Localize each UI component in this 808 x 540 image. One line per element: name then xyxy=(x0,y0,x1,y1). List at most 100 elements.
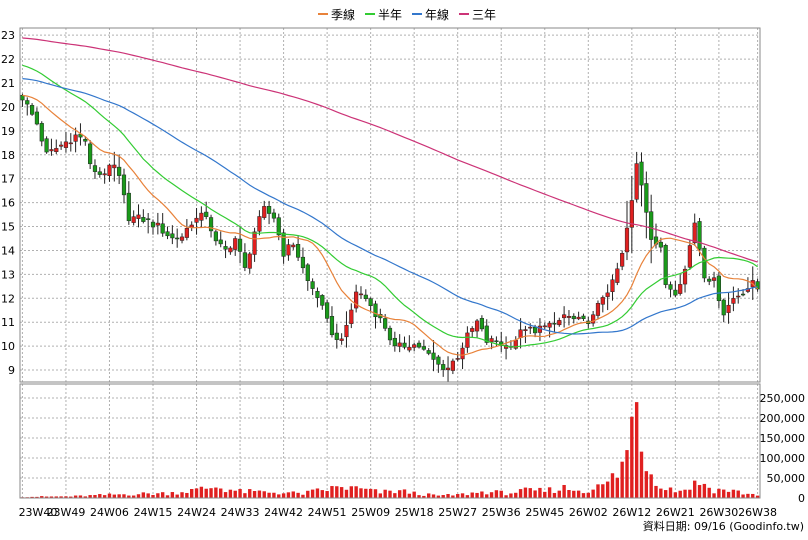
candle-body xyxy=(740,293,746,296)
candle-body xyxy=(731,298,736,304)
candle-body xyxy=(629,200,634,228)
volume-tick-label: 100,000 xyxy=(760,452,806,465)
volume-bar xyxy=(480,491,484,498)
candle-body xyxy=(624,227,630,253)
candle-body xyxy=(445,367,451,371)
candle-body xyxy=(426,350,431,354)
volume-bar xyxy=(751,493,755,498)
candle-body xyxy=(615,268,620,283)
candle-body xyxy=(557,320,562,326)
volume-bar xyxy=(494,490,499,498)
candle-body xyxy=(716,275,721,301)
volume-bar xyxy=(344,489,349,498)
volume-tick-label: 0 xyxy=(798,492,805,505)
candle-body xyxy=(305,264,310,281)
volume-bar xyxy=(427,493,431,498)
candle-body xyxy=(533,327,538,334)
volume-bar xyxy=(407,493,412,498)
candle-body xyxy=(736,295,741,298)
candle-body xyxy=(489,338,494,343)
legend-label: 三年 xyxy=(472,8,496,22)
candlesticks xyxy=(20,93,760,383)
volume-bar xyxy=(562,484,566,498)
volume-bar xyxy=(615,477,620,498)
candle-body xyxy=(334,332,339,340)
candle-body xyxy=(658,241,663,248)
volume-bar xyxy=(576,490,581,498)
volume-bar xyxy=(49,496,54,498)
candle-body xyxy=(300,256,306,269)
volume-bar xyxy=(286,492,291,498)
candle-body xyxy=(431,352,436,360)
candle-body xyxy=(325,302,330,319)
volume-bar xyxy=(523,487,528,498)
volume-bar xyxy=(572,490,576,498)
volume-bar xyxy=(64,496,68,498)
candle-body xyxy=(470,328,475,332)
volume-bar xyxy=(383,489,387,498)
candle-body xyxy=(663,245,668,285)
candle-body xyxy=(141,217,146,222)
volume-axis: 0 50,000 100,000 150,000 200,000 250,000 xyxy=(760,392,806,505)
volume-panel-bg xyxy=(20,384,760,498)
candle-body xyxy=(68,142,73,145)
volume-bar xyxy=(301,494,305,498)
volume-bar xyxy=(73,495,78,498)
volume-bar xyxy=(722,489,726,498)
candle-body xyxy=(600,297,605,305)
volume-bar xyxy=(557,490,561,498)
candle-body xyxy=(25,100,30,105)
candle-body xyxy=(697,221,702,250)
volume-bar xyxy=(35,496,39,498)
volume-bar xyxy=(552,492,557,498)
candle-body xyxy=(208,217,214,232)
candle-body xyxy=(223,246,228,250)
candle-body xyxy=(252,231,257,255)
volume-bar xyxy=(683,489,687,498)
volume-bar xyxy=(320,490,324,498)
x-tick-label: 26W30 xyxy=(699,506,738,519)
volume-bar xyxy=(112,494,117,498)
ma-halfyear-line xyxy=(22,64,758,348)
volume-bar xyxy=(141,492,146,498)
volume-bar xyxy=(156,493,160,498)
price-tick-label: 15 xyxy=(1,221,15,234)
volume-bar xyxy=(591,489,595,498)
x-tick-label: 23W49 xyxy=(47,506,86,519)
volume-bar xyxy=(489,492,494,498)
candle-body xyxy=(170,233,175,239)
candle-body xyxy=(126,192,131,222)
candle-body xyxy=(373,303,378,318)
volume-bar xyxy=(310,489,315,498)
volume-bar xyxy=(465,495,470,498)
volume-tick-label: 150,000 xyxy=(760,432,806,445)
candle-body xyxy=(566,316,572,318)
candle-body xyxy=(59,144,64,147)
legend-label: 半年 xyxy=(378,8,402,22)
credit-text: 資料日期: 09/16 (Goodinfo.tw) xyxy=(643,519,804,533)
volume-tick-label: 250,000 xyxy=(760,392,806,405)
volume-bar xyxy=(248,489,252,498)
candle-body xyxy=(296,244,301,258)
volume-bar xyxy=(417,495,421,498)
volume-bar xyxy=(601,484,605,498)
price-tick-label: 23 xyxy=(1,29,15,42)
candle-body xyxy=(247,253,252,269)
volume-bar xyxy=(654,485,658,498)
price-axis: 9 10 11 12 13 14 15 16 17 18 19 20 21 22 23 xyxy=(1,29,15,377)
price-tick-label: 19 xyxy=(1,125,15,138)
candle-body xyxy=(49,149,54,152)
volume-bar xyxy=(630,416,634,498)
volume-bar xyxy=(122,494,126,498)
candle-body xyxy=(571,315,576,320)
volume-tick-label: 200,000 xyxy=(760,412,806,425)
candle-body xyxy=(315,291,320,298)
candle-body xyxy=(286,244,291,256)
volume-bar xyxy=(533,490,537,498)
volume-bar xyxy=(136,494,141,498)
volume-bar xyxy=(431,494,436,498)
candle-body xyxy=(465,332,470,348)
volume-bar xyxy=(83,496,87,498)
candle-body xyxy=(711,277,717,281)
